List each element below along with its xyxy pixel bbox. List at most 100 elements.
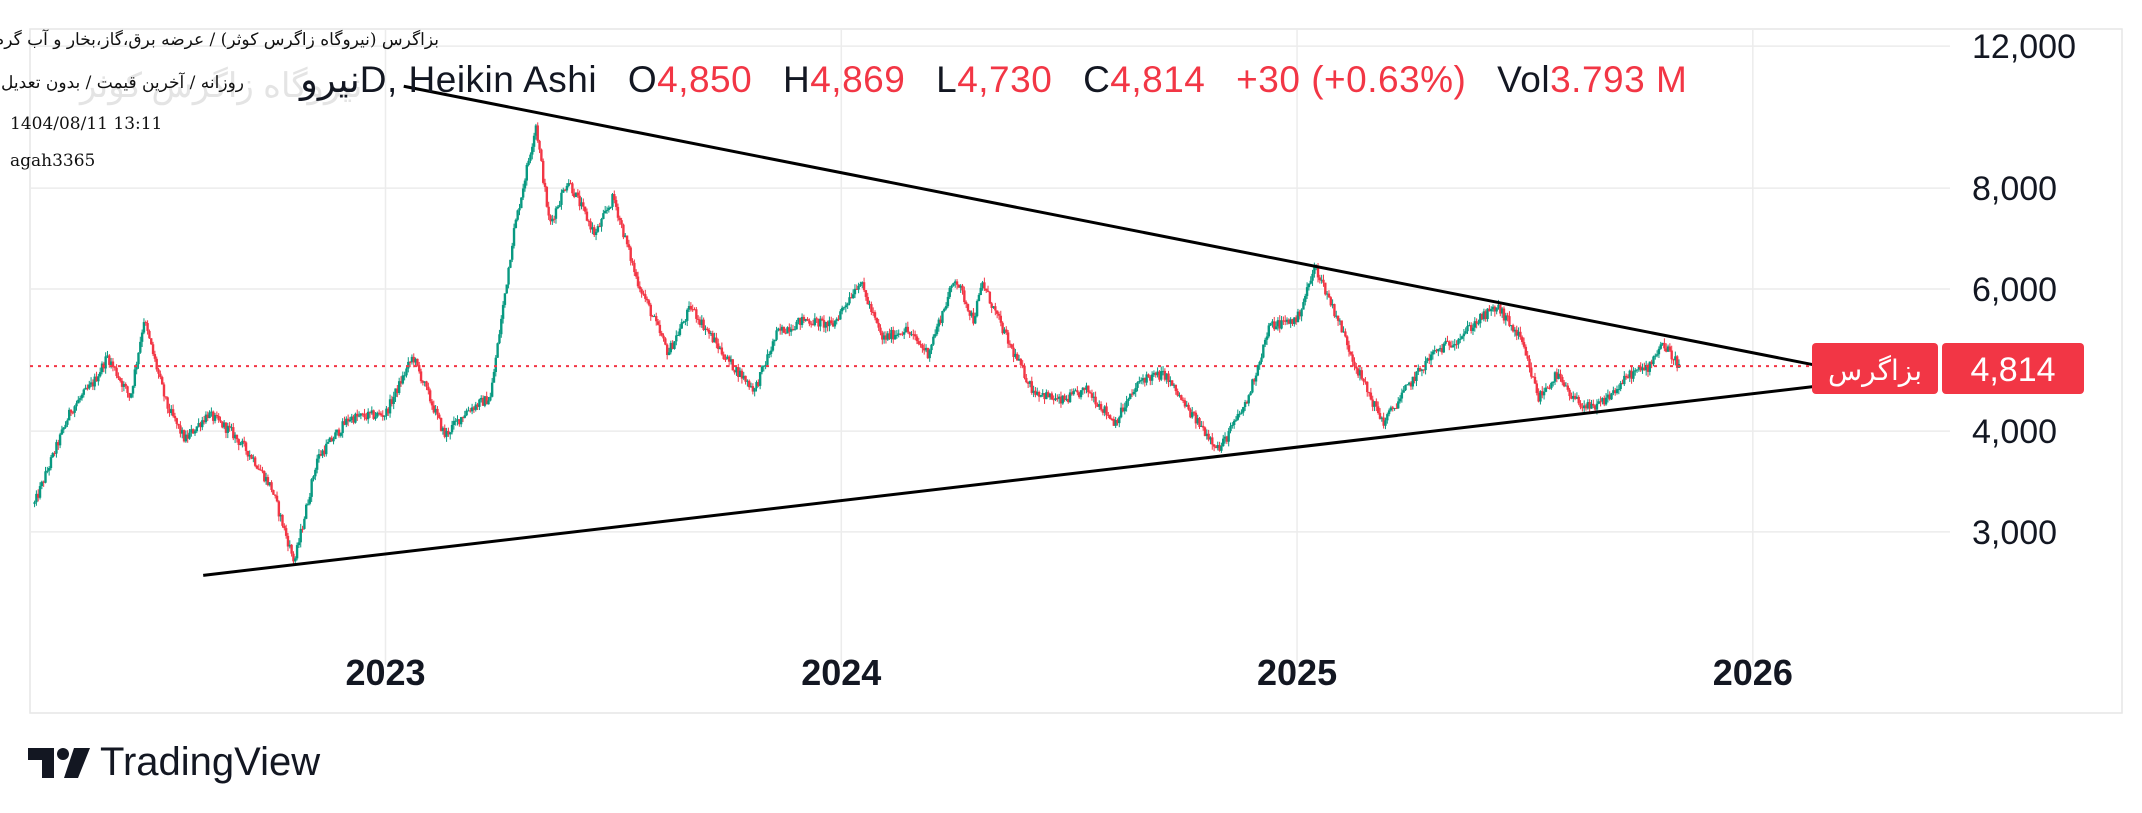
candle-body [988, 291, 992, 304]
candle-body [181, 430, 184, 434]
candle-317 [611, 193, 614, 211]
candle-body [1324, 282, 1327, 295]
candle-1 [35, 490, 38, 506]
candle-131 [272, 489, 275, 495]
candle-325 [625, 235, 629, 248]
candle-867 [1613, 387, 1617, 396]
candle-body [1561, 376, 1564, 383]
candle-805 [1500, 307, 1504, 318]
candle-174 [350, 413, 353, 423]
candle-body [1001, 322, 1004, 334]
candle-body [1114, 420, 1117, 426]
candle-body [698, 319, 702, 325]
candle-body [1048, 393, 1052, 398]
candle-body [363, 413, 366, 418]
candle-body [379, 413, 383, 416]
candle-95 [206, 411, 209, 421]
candle-29 [86, 384, 89, 391]
candle-63 [148, 329, 151, 339]
candle-body [850, 297, 853, 299]
candle-body [1167, 373, 1170, 382]
candle-body [813, 318, 817, 326]
candle-4 [40, 480, 44, 490]
candle-body [1650, 361, 1653, 365]
candle-619 [1161, 366, 1165, 376]
candle-body [1493, 306, 1497, 312]
candle-532 [1003, 327, 1006, 335]
candle-body [1227, 431, 1230, 442]
header-date: 1404/08/11 13:11 [10, 114, 163, 134]
candle-body [53, 453, 56, 455]
candle-body [317, 454, 321, 459]
candle-body [421, 381, 425, 383]
candle-body [558, 204, 561, 207]
candle-403 [768, 351, 771, 359]
candle-body [600, 218, 603, 227]
candle-body [981, 282, 984, 288]
candle-body [71, 412, 75, 414]
candle-body [1572, 395, 1575, 399]
candle-516 [974, 312, 977, 325]
candle-691 [1293, 317, 1296, 327]
candle-71 [162, 382, 166, 402]
candle-823 [1533, 372, 1537, 385]
candle-633 [1187, 402, 1190, 411]
candle-body [948, 287, 951, 297]
trendlines-group[interactable] [203, 84, 1827, 577]
candle-body [412, 356, 415, 363]
candle-530 [999, 310, 1002, 327]
candle-body [686, 309, 689, 321]
candle-383 [731, 358, 735, 371]
candle-body [304, 504, 308, 519]
candle-756 [1411, 376, 1415, 390]
candle-460 [871, 307, 875, 316]
candle-body [1036, 391, 1039, 395]
candle-295 [571, 181, 574, 196]
candle-275 [534, 123, 538, 140]
candle-body [784, 332, 787, 334]
trendline-upper[interactable] [403, 84, 1827, 369]
candle-18 [66, 418, 69, 428]
tradingview-logo[interactable]: TradingView [28, 740, 320, 785]
candle-body [310, 479, 313, 497]
candle-body [394, 388, 397, 397]
candle-body [1236, 414, 1239, 420]
candle-80 [179, 421, 182, 438]
candle-body [239, 444, 242, 446]
candle-476 [901, 331, 904, 337]
candle-body [1484, 311, 1487, 320]
candle-body [1373, 401, 1376, 407]
candle-192 [383, 415, 386, 421]
candle-body [325, 443, 328, 455]
candle-808 [1506, 312, 1509, 322]
candle-25 [78, 395, 82, 403]
candle-body [1181, 399, 1185, 401]
candle-259 [505, 284, 508, 294]
candle-810 [1510, 325, 1513, 331]
candle-789 [1471, 323, 1475, 335]
candle-214 [423, 381, 426, 387]
candle-635 [1191, 407, 1194, 419]
candle-669 [1253, 377, 1256, 385]
candle-817 [1522, 337, 1526, 349]
candle-body [895, 334, 899, 336]
candle-body [401, 375, 405, 384]
candle-body [1623, 375, 1626, 385]
candle-body [1384, 420, 1387, 426]
candle-body [1564, 385, 1568, 387]
candle-623 [1169, 376, 1172, 387]
candle-350 [671, 340, 674, 350]
candle-body [201, 420, 204, 428]
candle-423 [804, 318, 807, 322]
candle-body [306, 503, 310, 505]
candle-355 [680, 318, 683, 329]
legend-close-label: C [1083, 59, 1111, 100]
candle-292 [565, 183, 569, 193]
candle-859 [1599, 396, 1602, 407]
candle-855 [1592, 399, 1595, 409]
trendline-lower[interactable] [203, 383, 1826, 577]
candle-506 [955, 279, 959, 290]
candle-body [1537, 393, 1540, 402]
candle-610 [1145, 371, 1148, 386]
